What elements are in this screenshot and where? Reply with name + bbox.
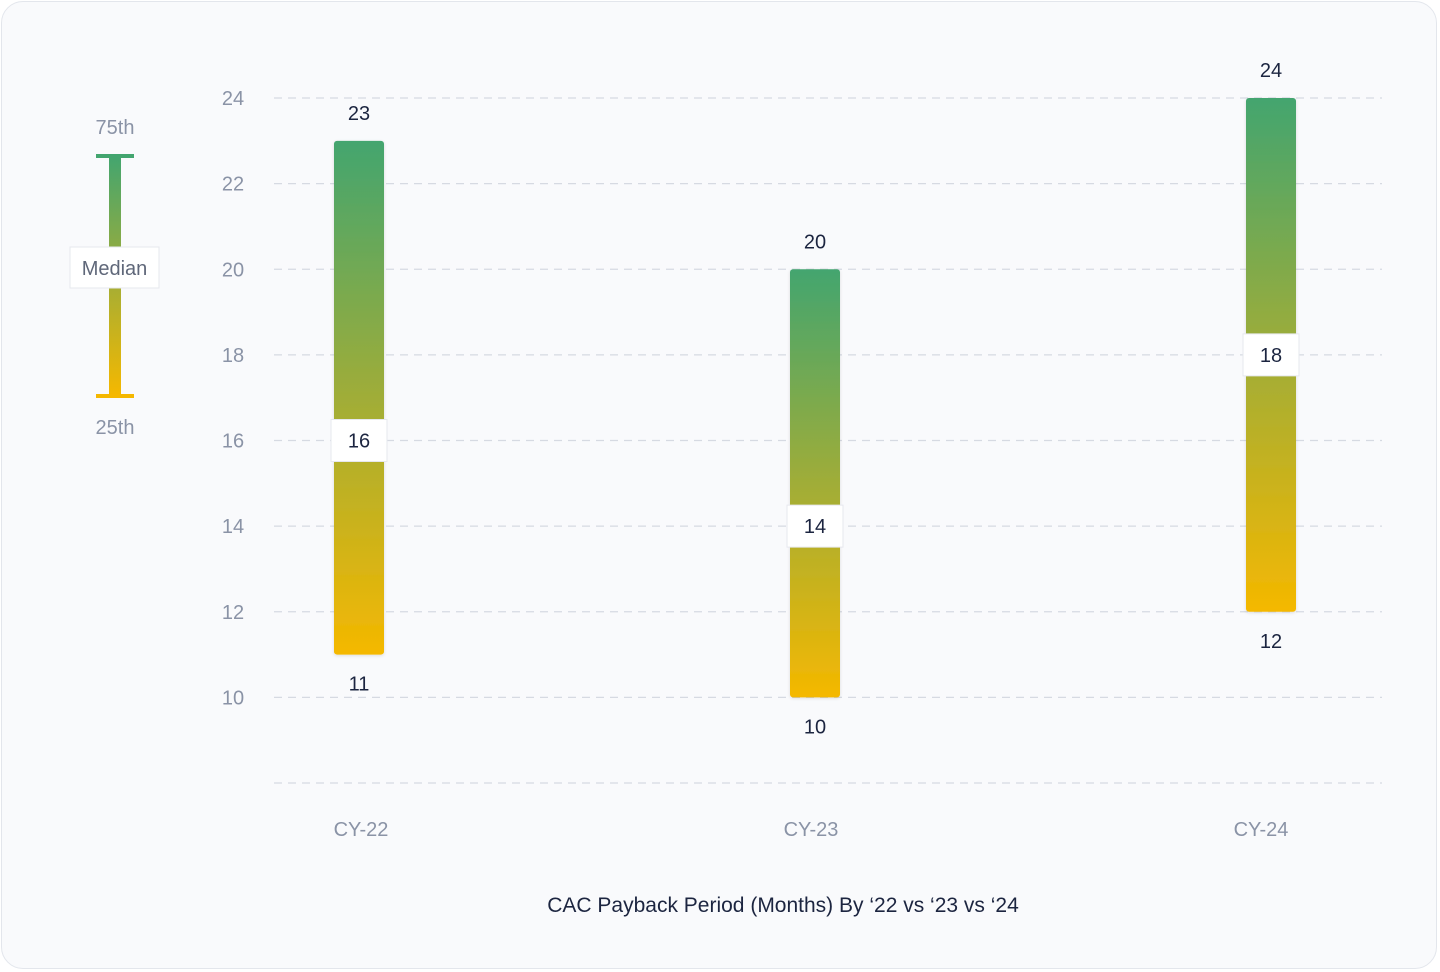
legend-median-box xyxy=(69,246,160,289)
y-tick-label: 20 xyxy=(222,259,244,281)
y-tick-label: 24 xyxy=(222,88,244,110)
legend-25th-label: 25th xyxy=(96,417,135,439)
range-bar xyxy=(790,269,840,698)
p75-label: 20 xyxy=(804,231,826,253)
y-tick-label: 10 xyxy=(222,687,244,709)
x-tick-label: CY-24 xyxy=(1234,819,1289,841)
median-box xyxy=(330,419,388,462)
median-label: 14 xyxy=(804,516,826,538)
x-tick-label: CY-23 xyxy=(784,819,839,841)
median-label: 18 xyxy=(1260,345,1282,367)
p25-label: 10 xyxy=(804,716,826,738)
median-label: 16 xyxy=(348,431,370,453)
y-tick-label: 12 xyxy=(222,602,244,624)
value-labels-layer: 16 23 11 14 20 10 18 24 12 xyxy=(330,60,1300,738)
legend: 75th Median 25th xyxy=(69,117,160,439)
x-tick-label: CY-22 xyxy=(334,819,389,841)
bars-layer xyxy=(334,98,1296,698)
p25-label: 11 xyxy=(349,674,370,696)
legend-75th-label: 75th xyxy=(96,117,135,139)
chart-title: CAC Payback Period (Months) By ‘22 vs ‘2… xyxy=(547,894,1019,917)
y-tick-label: 16 xyxy=(222,431,244,453)
legend-median-label: Median xyxy=(82,258,148,280)
y-tick-label: 22 xyxy=(222,174,244,196)
median-box xyxy=(1242,333,1300,377)
y-tick-label: 14 xyxy=(222,516,244,538)
y-axis: 10 12 14 16 18 20 22 24 xyxy=(222,88,244,709)
median-box xyxy=(786,504,844,548)
p75-label: 24 xyxy=(1260,60,1282,82)
legend-cap-bottom xyxy=(96,394,134,398)
p75-label: 23 xyxy=(348,103,370,125)
range-bar xyxy=(334,140,384,655)
p25-label: 12 xyxy=(1260,631,1282,653)
x-axis: CY-22 CY-23 CY-24 xyxy=(334,819,1289,841)
y-tick-label: 18 xyxy=(222,345,244,367)
